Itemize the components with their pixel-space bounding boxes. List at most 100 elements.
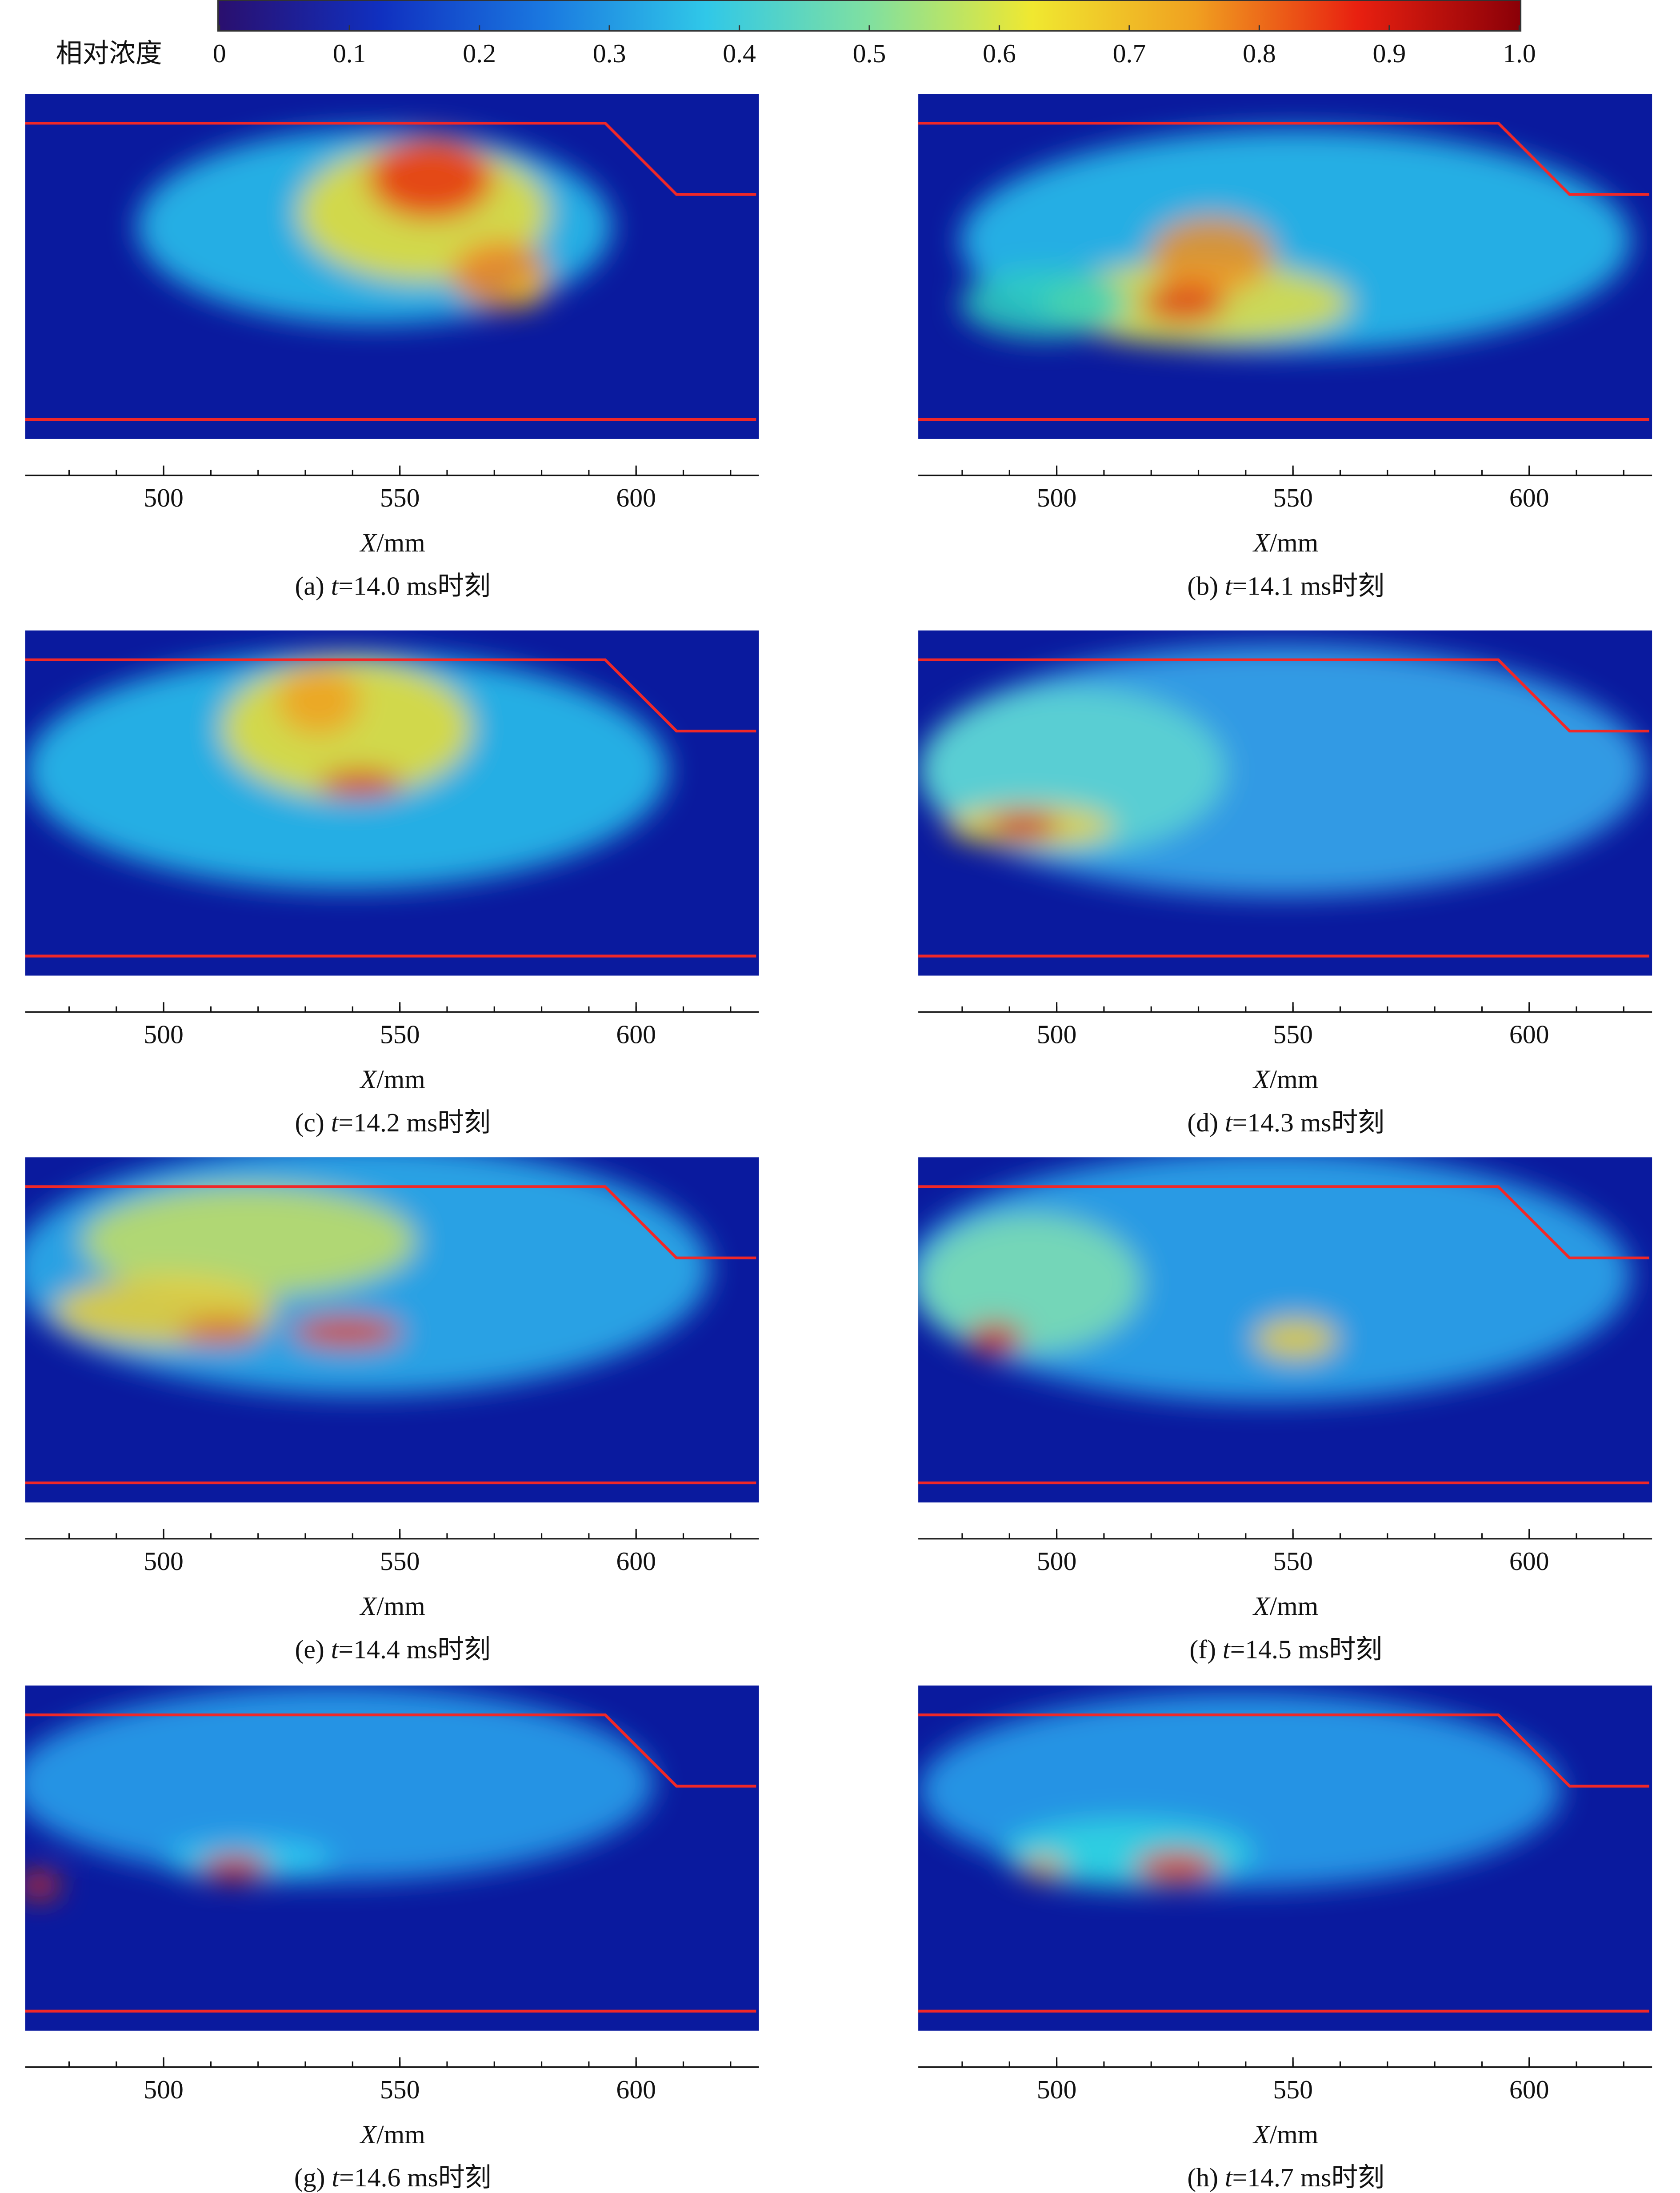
blobs <box>25 1157 710 1395</box>
panel-caption: (g) t=14.6 ms时刻 <box>294 2163 492 2192</box>
plume <box>1135 1850 1219 1884</box>
concentration-field <box>918 644 1645 896</box>
caption-text: =14.1 ms时刻 <box>1232 571 1384 600</box>
x-tick-label: 600 <box>616 1546 656 1576</box>
concentration-field <box>25 1157 710 1395</box>
x-axis-unit: /mm <box>376 2119 425 2149</box>
x-axis-label: X/mm <box>360 1064 425 1094</box>
x-axis-label: X/mm <box>360 528 425 557</box>
plume <box>967 1322 1023 1356</box>
colorbar-tick-label: 0.3 <box>593 39 626 68</box>
caption-var: t <box>1223 1634 1231 1664</box>
colorbar-tick-label: 0.6 <box>983 39 1016 68</box>
x-tick-label: 500 <box>144 1020 184 1049</box>
caption-var: t <box>331 1634 339 1664</box>
x-tick-label: 600 <box>1509 1546 1549 1576</box>
blobs <box>25 1686 654 1900</box>
caption-var: t <box>331 1108 339 1137</box>
x-axis-unit: /mm <box>1270 528 1319 557</box>
x-tick-label: 550 <box>380 2075 420 2104</box>
plume <box>1023 1856 1065 1878</box>
x-tick-label: 550 <box>1273 1546 1313 1576</box>
caption-var: t <box>1225 1108 1233 1137</box>
blobs <box>918 1692 1561 1889</box>
colorbar-tick-label: 0.8 <box>1243 39 1276 68</box>
plume <box>319 770 403 799</box>
caption-text: =14.6 ms时刻 <box>339 2163 491 2192</box>
x-tick-label: 550 <box>380 1546 420 1576</box>
x-tick-label: 500 <box>1037 2075 1077 2104</box>
colorbar-tick-label: 0.1 <box>333 39 366 68</box>
caption-text: =14.7 ms时刻 <box>1232 2163 1384 2192</box>
panel-caption: (e) t=14.4 ms时刻 <box>295 1634 491 1664</box>
x-tick-label: 600 <box>616 2075 656 2104</box>
caption-text: =14.3 ms时刻 <box>1232 1108 1384 1137</box>
x-axis-var: X <box>360 1064 378 1094</box>
x-tick-label: 550 <box>1273 1020 1313 1049</box>
caption-space <box>1218 1108 1225 1137</box>
x-axis-label: X/mm <box>1252 1591 1318 1621</box>
panel-caption: (c) t=14.2 ms时刻 <box>295 1108 491 1137</box>
x-axis-var: X <box>1252 528 1271 557</box>
caption-text: =14.0 ms时刻 <box>338 571 490 600</box>
caption-var: t <box>1225 571 1233 600</box>
wall-line <box>25 1185 756 1259</box>
panel-caption: (f) t=14.5 ms时刻 <box>1189 1634 1382 1664</box>
x-axis-label: X/mm <box>360 1591 425 1621</box>
x-axis-var: X <box>360 1591 378 1621</box>
caption-text: =14.5 ms时刻 <box>1230 1634 1382 1664</box>
caption-space <box>1218 571 1225 600</box>
caption-var: t <box>332 2163 340 2192</box>
x-axis-var: X <box>360 528 378 557</box>
x-tick-label: 500 <box>144 483 184 512</box>
x-axis-unit: /mm <box>376 1591 425 1621</box>
x-tick-label: 600 <box>1509 2075 1549 2104</box>
x-axis-unit: /mm <box>1270 2119 1319 2149</box>
plume <box>25 1686 654 1881</box>
x-axis-var: X <box>360 2119 378 2149</box>
x-axis-var: X <box>1252 2119 1271 2149</box>
plume <box>276 665 361 735</box>
caption-space <box>1216 1634 1223 1664</box>
x-tick-label: 500 <box>1037 1546 1077 1576</box>
x-axis-var: X <box>1252 1591 1271 1621</box>
caption-var: t <box>331 571 339 600</box>
panel-caption: (a) t=14.0 ms时刻 <box>295 571 491 600</box>
colorbar-label: 相对浓度 <box>56 39 162 68</box>
caption-var: t <box>1225 2163 1233 2192</box>
colorbar-tick-label: 0.2 <box>463 39 496 68</box>
x-axis-label: X/mm <box>1252 1064 1318 1094</box>
x-tick-label: 600 <box>1509 1020 1549 1049</box>
plume <box>1142 282 1226 325</box>
plume <box>960 268 1128 339</box>
x-tick-label: 550 <box>380 1020 420 1049</box>
plume <box>988 812 1058 840</box>
colorbar-tick-label: 1.0 <box>1503 39 1536 68</box>
caption-space <box>325 2163 332 2192</box>
x-axis-unit: /mm <box>376 528 425 557</box>
concentration-field <box>25 651 668 889</box>
concentration-field <box>137 128 612 325</box>
plume <box>511 272 545 307</box>
concentration-field <box>25 1686 654 1900</box>
x-tick-label: 600 <box>616 483 656 512</box>
wall-line <box>918 1185 1649 1259</box>
wall-line <box>918 658 1649 733</box>
concentration-field <box>960 128 1631 352</box>
caption-text: =14.2 ms时刻 <box>338 1108 490 1137</box>
x-tick-label: 500 <box>1037 1020 1077 1049</box>
plume <box>291 1315 403 1349</box>
blobs <box>137 128 612 325</box>
caption-tag: (h) <box>1187 2163 1218 2192</box>
caption-text: =14.4 ms时刻 <box>338 1634 490 1664</box>
concentration-field <box>918 1692 1561 1889</box>
panel-caption: (b) t=14.1 ms时刻 <box>1187 571 1384 600</box>
colorbar-tick-label: 0.5 <box>853 39 886 68</box>
plume <box>25 1871 60 1900</box>
blobs <box>918 644 1645 896</box>
x-axis-unit: /mm <box>376 1064 425 1094</box>
x-tick-label: 500 <box>144 2075 184 2104</box>
concentration-field <box>918 1157 1631 1402</box>
colorbar-tick-label: 0.9 <box>1373 39 1406 68</box>
